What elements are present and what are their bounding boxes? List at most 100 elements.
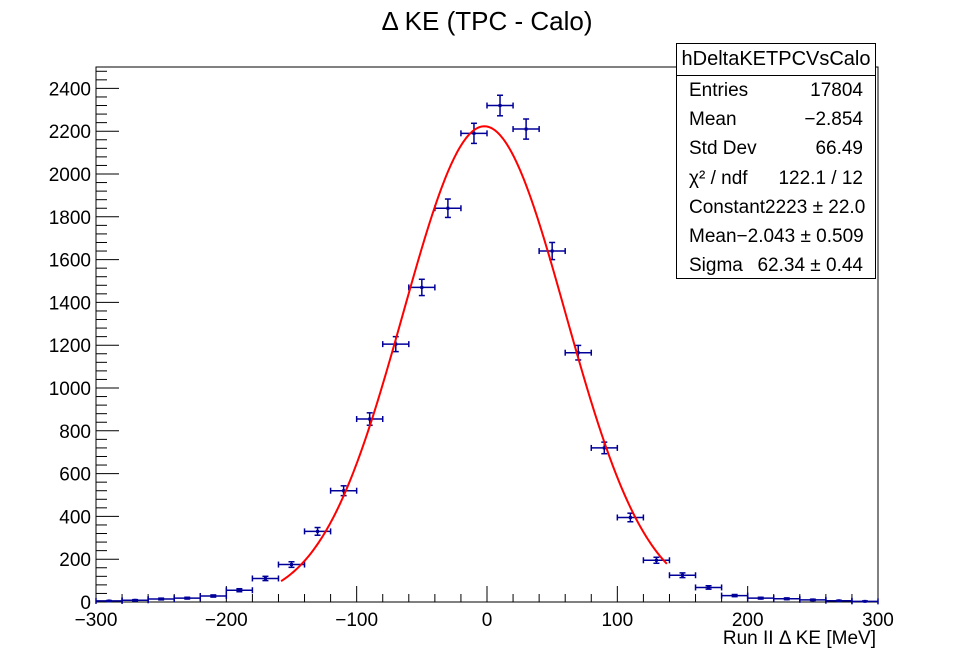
stats-row-fit-mean: Mean −2.043 ± 0.509 bbox=[677, 222, 875, 251]
data-point bbox=[642, 556, 671, 565]
y-tick-label: 1600 bbox=[49, 251, 91, 272]
x-tick-label: −100 bbox=[335, 610, 378, 631]
stats-row-chi2-ndf: χ² / ndf 122.1 / 12 bbox=[677, 164, 875, 193]
point-marker bbox=[211, 594, 215, 598]
point-marker bbox=[446, 206, 450, 210]
point-marker bbox=[394, 342, 398, 346]
data-point bbox=[173, 595, 202, 602]
y-tick-label: 400 bbox=[59, 507, 91, 528]
stats-label: χ² / ndf bbox=[689, 167, 748, 189]
data-point bbox=[538, 241, 566, 261]
point-marker bbox=[263, 576, 267, 580]
data-point bbox=[408, 278, 436, 297]
stats-label: Std Dev bbox=[689, 138, 757, 160]
y-tick-label: 1000 bbox=[49, 379, 91, 400]
stats-label: Constant bbox=[689, 196, 766, 218]
point-marker bbox=[550, 249, 554, 253]
x-tick-label: 0 bbox=[482, 610, 493, 631]
data-point bbox=[851, 598, 879, 605]
stats-value: −2.854 bbox=[804, 108, 863, 130]
point-marker bbox=[133, 598, 137, 602]
stats-value: 122.1 / 12 bbox=[778, 167, 863, 189]
data-point bbox=[381, 335, 410, 353]
point-marker bbox=[524, 127, 528, 131]
data-point bbox=[746, 595, 775, 602]
y-tick-label: 200 bbox=[59, 550, 91, 571]
data-point bbox=[199, 593, 228, 600]
stats-row-mean: Mean −2.854 bbox=[677, 105, 875, 134]
data-point bbox=[95, 597, 123, 604]
y-tick-label: 2200 bbox=[49, 122, 91, 143]
data-point bbox=[460, 122, 488, 145]
data-point bbox=[251, 575, 280, 582]
data-point bbox=[825, 597, 853, 604]
stats-box: hDeltaKETPCVsCalo Entries 17804 Mean −2.… bbox=[676, 43, 876, 279]
point-marker bbox=[316, 529, 320, 533]
point-marker bbox=[107, 599, 111, 603]
stats-value: 2223 ± 22.0 bbox=[765, 196, 866, 218]
point-marker bbox=[628, 515, 632, 519]
data-point bbox=[225, 587, 254, 594]
data-point bbox=[720, 592, 749, 599]
y-tick-label: 1200 bbox=[49, 336, 91, 357]
y-tick-label: 0 bbox=[80, 593, 91, 614]
data-point bbox=[486, 94, 514, 117]
data-point bbox=[355, 412, 384, 426]
point-marker bbox=[811, 598, 815, 602]
point-marker bbox=[420, 285, 424, 289]
x-tick-label: 300 bbox=[862, 610, 894, 631]
stats-row-sigma: Sigma 62.34 ± 0.44 bbox=[677, 252, 875, 281]
gaussian-fit-curve bbox=[280, 125, 668, 583]
point-marker bbox=[733, 594, 737, 598]
data-point bbox=[147, 596, 175, 603]
data-point bbox=[512, 118, 540, 140]
point-marker bbox=[368, 417, 372, 421]
stats-value: −2.043 ± 0.509 bbox=[736, 226, 864, 248]
data-point bbox=[694, 584, 723, 591]
point-marker bbox=[498, 104, 502, 108]
point-marker bbox=[602, 446, 606, 450]
y-tick-label: 2400 bbox=[49, 79, 91, 100]
stats-label: Mean bbox=[689, 108, 737, 130]
point-marker bbox=[863, 599, 867, 603]
stats-label: Entries bbox=[689, 79, 749, 101]
y-tick-label: 1800 bbox=[49, 208, 91, 229]
point-marker bbox=[785, 597, 789, 601]
y-tick-label: 1400 bbox=[49, 293, 91, 314]
point-marker bbox=[759, 596, 763, 600]
point-marker bbox=[576, 351, 580, 355]
point-marker bbox=[707, 585, 711, 589]
stats-label: Mean bbox=[689, 226, 737, 248]
point-marker bbox=[185, 596, 189, 600]
y-tick-label: 2000 bbox=[49, 165, 91, 186]
point-marker bbox=[472, 131, 476, 135]
x-axis-label: Run II Δ KE [MeV] bbox=[722, 628, 876, 649]
stats-value: 66.49 bbox=[815, 138, 863, 160]
point-marker bbox=[681, 573, 684, 577]
stats-box-title: hDeltaKETPCVsCalo bbox=[677, 44, 875, 76]
stats-label: Sigma bbox=[689, 255, 743, 277]
point-marker bbox=[654, 558, 658, 562]
y-tick-label: 600 bbox=[59, 465, 91, 486]
data-point bbox=[329, 485, 358, 497]
chart-title: Δ KE (TPC - Calo) bbox=[381, 6, 593, 36]
y-tick-label: 800 bbox=[59, 422, 91, 443]
data-point bbox=[772, 595, 801, 602]
x-tick-label: 100 bbox=[601, 610, 633, 631]
x-tick-label: −300 bbox=[75, 610, 118, 631]
stats-value: 17804 bbox=[810, 79, 863, 101]
point-marker bbox=[290, 563, 293, 567]
data-point bbox=[564, 344, 593, 361]
x-tick-label: 200 bbox=[732, 610, 764, 631]
point-marker bbox=[159, 597, 163, 601]
data-point bbox=[668, 572, 697, 579]
point-marker bbox=[837, 599, 841, 603]
stats-row-std-dev: Std Dev 66.49 bbox=[677, 135, 875, 164]
stats-value: 62.34 ± 0.44 bbox=[757, 255, 863, 277]
x-tick-label: −200 bbox=[205, 610, 248, 631]
stats-row-entries: Entries 17804 bbox=[677, 76, 875, 105]
data-point bbox=[434, 198, 462, 219]
data-point bbox=[616, 512, 645, 523]
stats-row-constant: Constant 2223 ± 22.0 bbox=[677, 193, 875, 222]
